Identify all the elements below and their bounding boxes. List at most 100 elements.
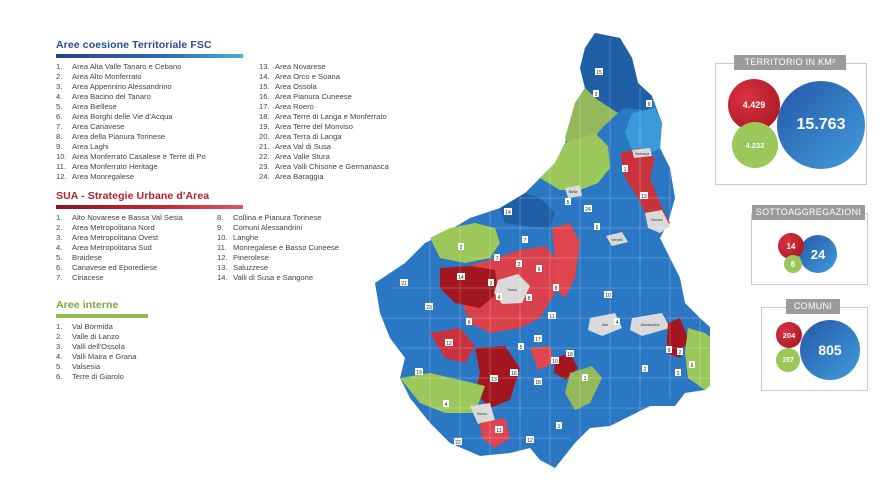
legend-item: 7. Ciriacese — [56, 273, 217, 283]
svg-text:18: 18 — [535, 380, 541, 386]
legend-item-number: 9. — [56, 142, 63, 151]
legend-item-label: Area Appennino Alessandrino — [72, 82, 172, 91]
svg-text:21: 21 — [401, 281, 407, 287]
legend-item: 2. Area Metropolitana Nord — [56, 223, 217, 233]
legend-item: 11. Area Monferrato Heritage — [56, 162, 259, 172]
svg-text:13: 13 — [641, 194, 647, 200]
svg-text:4: 4 — [498, 295, 501, 301]
svg-text:1: 1 — [558, 424, 561, 430]
legend-item-label: Area Valli Chisone e Germanasca — [275, 162, 389, 171]
legend-aree-interne-list: 1. Val Bormida 2. Valle di Lanzo 3. Valli del… — [56, 322, 148, 382]
legend-item-label: Alto Novarese e Bassa Val Sesia — [72, 213, 183, 222]
legend-item-number: 5. — [56, 102, 63, 111]
bubble-territorio-fsc: 15.763 — [777, 81, 865, 169]
legend-item-label: Area della Pianura Torinese — [72, 132, 166, 141]
bubble-sotto-fsc: 24 — [799, 235, 837, 273]
legend-item-number: 6. — [56, 263, 63, 272]
legend-fsc-bar — [56, 54, 243, 58]
legend-item-label: Pinerolese — [233, 253, 269, 262]
legend-item-number: 8. — [56, 132, 63, 141]
legend-item: 20. Area Terra di Langa — [259, 132, 389, 142]
svg-text:3: 3 — [677, 371, 680, 377]
legend-item-label: Area Baraggia — [275, 172, 324, 181]
svg-text:6: 6 — [538, 267, 541, 273]
map-label-novara: Novara — [651, 218, 663, 222]
legend-sua-title: SUA - Strategie Urbane d'Area — [56, 190, 210, 202]
svg-text:17: 17 — [535, 337, 541, 343]
legend-item-number: 9. — [217, 223, 224, 232]
legend-item: 14. Valli di Susa e Sangone — [217, 273, 339, 283]
legend-item-number: 4. — [56, 352, 63, 361]
map-city-torino — [494, 274, 530, 304]
legend-item: 19. Area Terre del Monviso — [259, 122, 389, 132]
map-label-torino: Torino — [507, 288, 517, 292]
legend-item-number: 7. — [56, 273, 63, 282]
svg-text:5: 5 — [520, 345, 523, 351]
legend-item: 12. Area Monregalese — [56, 172, 259, 182]
legend-aree-interne-title: Aree interne — [56, 299, 119, 311]
stat-sottoaggregazioni: 24 14 6 — [751, 213, 868, 285]
legend-item-label: Area Terre del Monviso — [275, 122, 353, 131]
legend-item-label: Collina e Pianura Torinese — [233, 213, 322, 222]
svg-text:18: 18 — [567, 352, 573, 358]
svg-text:7: 7 — [496, 256, 499, 262]
legend-item-number: 3. — [56, 342, 63, 351]
svg-text:2: 2 — [644, 367, 647, 373]
legend-item-label: Area Borghi delle Vie d'Acqua — [72, 112, 173, 121]
svg-text:4: 4 — [445, 402, 448, 408]
legend-item-number: 12. — [217, 253, 228, 262]
map-label-vercelli: Vercelli — [611, 238, 623, 242]
bubble-comuni-sua: 204 — [776, 322, 802, 348]
svg-text:15: 15 — [596, 70, 602, 76]
legend-item: 3. Valli dell'Ossola — [56, 342, 148, 352]
legend-item-label: Monregalese e Basso Cuneese — [233, 243, 339, 252]
legend-item: 7. Area Canavese — [56, 122, 259, 132]
legend-item-label: Braidese — [72, 253, 102, 262]
legend-item-number: 16. — [259, 92, 270, 101]
legend-item-number: 14. — [217, 273, 228, 282]
legend-item: 23. Area Valli Chisone e Germanasca — [259, 162, 389, 172]
legend-fsc-list-1: 1. Area Alta Valle Tanaro e Cebano 2. Area … — [56, 62, 259, 182]
legend-item-label: Area Monferrato Casalese e Terre di Po — [72, 152, 206, 161]
legend-item: 1. Area Alta Valle Tanaro e Cebano — [56, 62, 259, 72]
legend-item-label: Area Biellese — [72, 102, 117, 111]
svg-text:14: 14 — [505, 210, 511, 216]
legend-item-number: 5. — [56, 253, 63, 262]
map-area-valsesia — [540, 133, 610, 190]
legend-item-label: Area Terra di Langa — [275, 132, 342, 141]
map-label-cuneo: Cuneo — [477, 412, 488, 416]
legend-item-number: 13. — [259, 62, 270, 71]
municipality-borders — [380, 38, 710, 468]
legend-item-number: 3. — [56, 233, 63, 242]
svg-text:2: 2 — [679, 350, 682, 356]
legend-item: 10. Langhe — [217, 233, 339, 243]
legend-item: 12. Pinerolese — [217, 253, 339, 263]
legend-item-number: 21. — [259, 142, 270, 151]
svg-text:3: 3 — [595, 92, 598, 98]
legend-item-number: 4. — [56, 92, 63, 101]
legend-item: 13. Area Novarese — [259, 62, 389, 72]
legend-item: 4. Area Metropolitana Sud — [56, 243, 217, 253]
legend-item-number: 14. — [259, 72, 270, 81]
svg-text:12: 12 — [446, 341, 452, 347]
map-area-val-bormida — [565, 366, 602, 410]
legend-item: 4. Valli Maira e Grana — [56, 352, 148, 362]
legend-item: 1. Val Bormida — [56, 322, 148, 332]
legend-item-number: 2. — [56, 72, 63, 81]
map-area-valle-lanzo — [430, 223, 500, 263]
legend-item-number: 6. — [56, 112, 63, 121]
legend-item-number: 8. — [217, 213, 224, 222]
legend-item-number: 4. — [56, 243, 63, 252]
map-area-valli-ossola — [565, 88, 618, 148]
map-city-cuneo — [470, 403, 495, 424]
legend-item: 5. Area Biellese — [56, 102, 259, 112]
legend-item-label: Area Valle Stura — [275, 152, 330, 161]
legend-item-number: 18. — [259, 112, 270, 121]
legend-sua: SUA - Strategie Urbane d'Area 1. Alto Nov… — [56, 190, 339, 283]
stat-territorio-label: TERRITORIO IN KM² — [734, 55, 846, 70]
legend-sua-list-1: 1. Alto Novarese e Bassa Val Sesia 2. Area … — [56, 213, 217, 283]
map-label-alessandria: Alessandria — [641, 323, 660, 327]
legend-item-label: Area Novarese — [275, 62, 326, 71]
legend-item: 6. Area Borghi delle Vie d'Acqua — [56, 112, 259, 122]
legend-item: 18. Area Terre di Langa e Monferrato — [259, 112, 389, 122]
